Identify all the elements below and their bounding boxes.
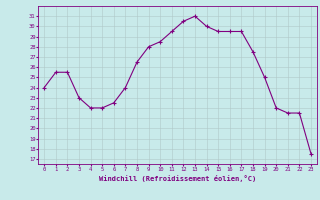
X-axis label: Windchill (Refroidissement éolien,°C): Windchill (Refroidissement éolien,°C) <box>99 175 256 182</box>
